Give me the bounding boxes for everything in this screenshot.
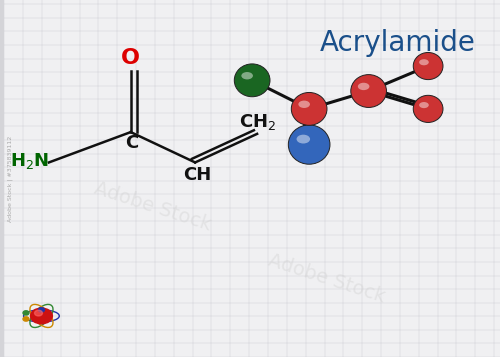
Ellipse shape (351, 75, 386, 107)
Circle shape (23, 317, 29, 321)
FancyBboxPatch shape (4, 0, 500, 357)
Ellipse shape (242, 72, 253, 79)
Text: C: C (126, 134, 139, 152)
Text: O: O (121, 48, 140, 68)
Ellipse shape (234, 64, 270, 97)
Ellipse shape (292, 92, 327, 125)
Ellipse shape (419, 102, 429, 108)
Ellipse shape (298, 101, 310, 108)
Text: Adobe Stock | #375839112: Adobe Stock | #375839112 (8, 135, 13, 222)
Ellipse shape (288, 125, 330, 164)
Ellipse shape (296, 135, 310, 144)
Circle shape (30, 308, 52, 324)
Text: H$_2$N: H$_2$N (10, 151, 49, 171)
Ellipse shape (358, 83, 370, 90)
Circle shape (38, 308, 44, 312)
Text: Acrylamide: Acrylamide (320, 29, 475, 56)
Text: CH: CH (184, 166, 212, 184)
Ellipse shape (414, 52, 443, 80)
Text: Adobe Stock: Adobe Stock (266, 251, 388, 306)
Ellipse shape (419, 59, 429, 65)
Circle shape (23, 311, 29, 315)
Text: CH$_2$: CH$_2$ (238, 112, 276, 132)
Ellipse shape (414, 95, 443, 122)
Circle shape (34, 310, 42, 316)
Text: Adobe Stock: Adobe Stock (92, 179, 214, 235)
